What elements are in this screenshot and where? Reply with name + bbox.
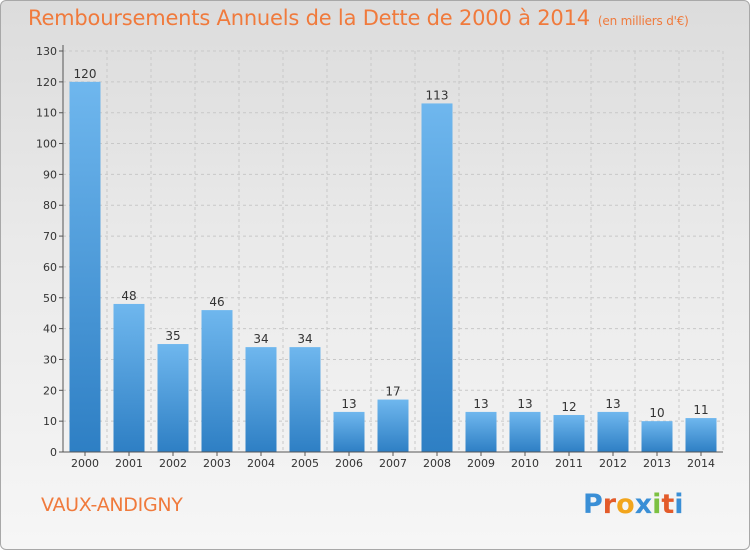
x-tick-label-2002: 2002 <box>159 457 187 470</box>
data-label-2005: 34 <box>297 332 312 346</box>
y-tick-label: 120 <box>36 76 57 89</box>
y-tick-label: 60 <box>43 261 57 274</box>
bar-2008 <box>421 103 453 452</box>
bar-2001 <box>113 303 145 452</box>
data-label-2011: 12 <box>561 400 576 414</box>
y-tick-label: 10 <box>43 415 57 428</box>
bar-2014 <box>685 418 717 452</box>
x-tick-label-2003: 2003 <box>203 457 231 470</box>
x-tick-label-2014: 2014 <box>687 457 715 470</box>
logo-letter: i <box>652 489 662 520</box>
x-tick-label-2010: 2010 <box>511 457 539 470</box>
data-label-2002: 35 <box>165 329 180 343</box>
x-tick-label-2007: 2007 <box>379 457 407 470</box>
data-label-2014: 11 <box>693 403 708 417</box>
y-tick-label: 50 <box>43 292 57 305</box>
x-tick-label-2012: 2012 <box>599 457 627 470</box>
data-label-2010: 13 <box>517 397 532 411</box>
x-tick-label-2005: 2005 <box>291 457 319 470</box>
logo-letter: i <box>674 489 684 520</box>
data-label-2008: 113 <box>426 88 449 102</box>
logo-letter: t <box>661 489 675 520</box>
y-tick-label: 40 <box>43 323 57 336</box>
unit-label: (en milliers d'€) <box>597 14 689 28</box>
x-tick-label-2008: 2008 <box>423 457 451 470</box>
data-label-2001: 48 <box>121 289 136 303</box>
data-label-2003: 46 <box>209 295 224 309</box>
y-tick-label: 80 <box>43 199 57 212</box>
y-axis: 0 10 20 30 40 50 60 70 80 90 100 110 120 130 <box>36 45 64 459</box>
data-label-2006: 13 <box>341 397 356 411</box>
bar-2004 <box>245 347 277 452</box>
x-tick-label-2004: 2004 <box>247 457 275 470</box>
logo-letter: o <box>616 489 635 520</box>
y-tick-label: 110 <box>36 107 57 120</box>
bar-2000 <box>69 81 101 452</box>
title-text: Remboursements Annuels de la Dette de 20… <box>28 6 590 30</box>
data-label-2012: 13 <box>605 397 620 411</box>
bar-2007 <box>377 399 409 452</box>
logo-letter: r <box>602 489 617 520</box>
bar-2013 <box>641 421 673 452</box>
town-name: VAUX-ANDIGNY <box>41 494 183 516</box>
x-tick-label-2001: 2001 <box>115 457 143 470</box>
y-tick-label: 100 <box>36 138 57 151</box>
y-tick-label: 90 <box>43 168 57 181</box>
y-tick-label: 30 <box>43 353 57 366</box>
data-label-2009: 13 <box>473 397 488 411</box>
bar-2003 <box>201 310 233 452</box>
y-tick-label: 130 <box>36 45 57 58</box>
logo-letter: x <box>634 489 653 520</box>
bars: 120 48 35 46 34 34 13 17 113 13 13 12 13 10 11 <box>69 67 717 452</box>
bar-2010 <box>509 411 541 452</box>
data-label-2004: 34 <box>253 332 268 346</box>
x-tick-label-2013: 2013 <box>643 457 671 470</box>
bar-2006 <box>333 411 365 452</box>
bar-2002 <box>157 344 189 452</box>
x-tick-label-2000: 2000 <box>71 457 99 470</box>
data-label-2007: 17 <box>385 385 400 399</box>
bar-2005 <box>289 347 321 452</box>
y-tick-label: 20 <box>43 384 57 397</box>
x-tick-label-2011: 2011 <box>555 457 583 470</box>
proxiti-logo: Proxiti <box>583 489 684 520</box>
x-tick-label-2006: 2006 <box>335 457 363 470</box>
x-tick-label-2009: 2009 <box>467 457 495 470</box>
data-label-2013: 10 <box>649 406 664 420</box>
bar-2012 <box>597 411 629 452</box>
y-tick-label: 0 <box>50 446 57 459</box>
bar-2011 <box>553 414 585 452</box>
bar-2009 <box>465 411 497 452</box>
logo-letter: P <box>583 489 603 520</box>
x-axis: 2000 2001 2002 2003 2004 2005 2006 2007 2008 2009… <box>63 451 723 470</box>
chart-title: Remboursements Annuels de la Dette de 20… <box>28 6 689 30</box>
y-tick-label: 70 <box>43 230 57 243</box>
data-label-2000: 120 <box>74 67 97 81</box>
